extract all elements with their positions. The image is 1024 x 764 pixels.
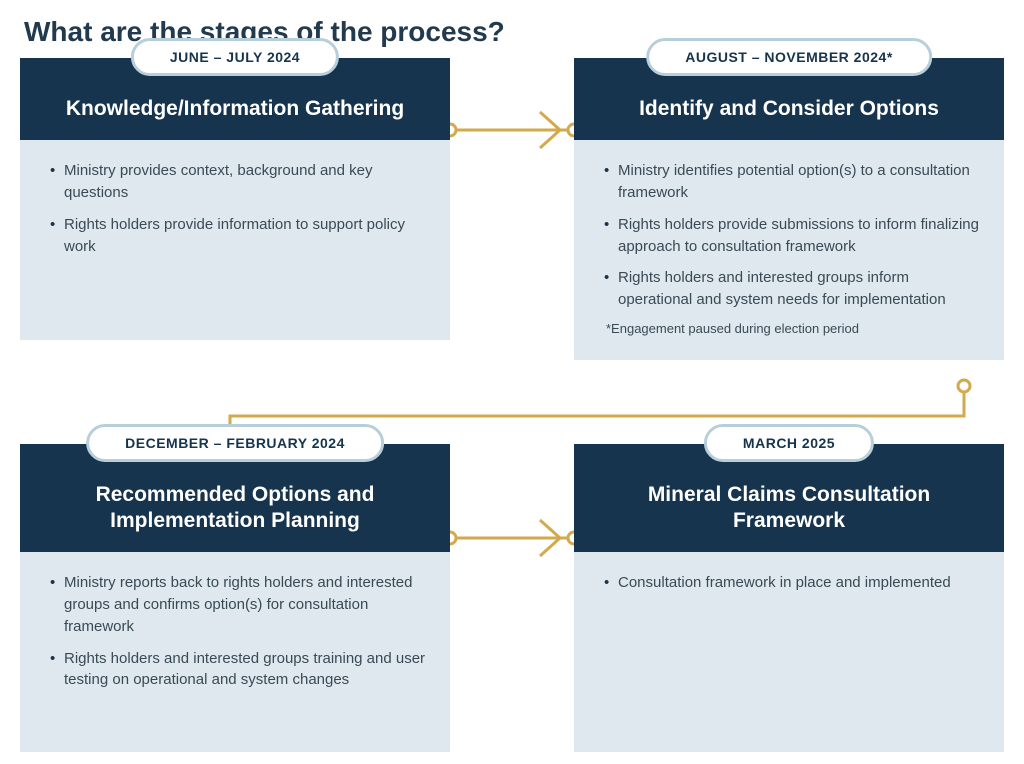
- stage-bullet: Ministry reports back to rights holders …: [50, 572, 428, 637]
- stage-bullet: Consultation framework in place and impl…: [604, 572, 982, 594]
- stage-footnote: *Engagement paused during election perio…: [604, 321, 982, 336]
- stage-body: Ministry identifies potential option(s) …: [574, 140, 1004, 360]
- stage-bullet: Rights holders and interested groups tra…: [50, 648, 428, 692]
- stage-card: JUNE – JULY 2024Knowledge/Information Ga…: [20, 58, 450, 360]
- stage-bullets: Ministry provides context, background an…: [50, 160, 428, 257]
- stage-card: DECEMBER – FEBRUARY 2024Recommended Opti…: [20, 444, 450, 753]
- stage-date-pill: MARCH 2025: [704, 424, 874, 462]
- stage-body: Ministry reports back to rights holders …: [20, 552, 450, 752]
- stage-bullet: Rights holders provide submissions to in…: [604, 214, 982, 258]
- stage-bullets: Ministry reports back to rights holders …: [50, 572, 428, 691]
- stage-bullet: Rights holders and interested groups inf…: [604, 267, 982, 311]
- stage-bullet: Rights holders provide information to su…: [50, 214, 428, 258]
- stage-date-pill: DECEMBER – FEBRUARY 2024: [86, 424, 384, 462]
- stage-bullet: Ministry identifies potential option(s) …: [604, 160, 982, 204]
- stage-date-pill: JUNE – JULY 2024: [131, 38, 339, 76]
- stage-body: Ministry provides context, background an…: [20, 140, 450, 340]
- stage-body: Consultation framework in place and impl…: [574, 552, 1004, 752]
- stage-bullets: Consultation framework in place and impl…: [604, 572, 982, 594]
- stage-card: AUGUST – NOVEMBER 2024*Identify and Cons…: [574, 58, 1004, 360]
- stage-date-pill: AUGUST – NOVEMBER 2024*: [646, 38, 932, 76]
- stage-card: MARCH 2025Mineral Claims Consultation Fr…: [574, 444, 1004, 753]
- stage-bullets: Ministry identifies potential option(s) …: [604, 160, 982, 311]
- stage-bullet: Ministry provides context, background an…: [50, 160, 428, 204]
